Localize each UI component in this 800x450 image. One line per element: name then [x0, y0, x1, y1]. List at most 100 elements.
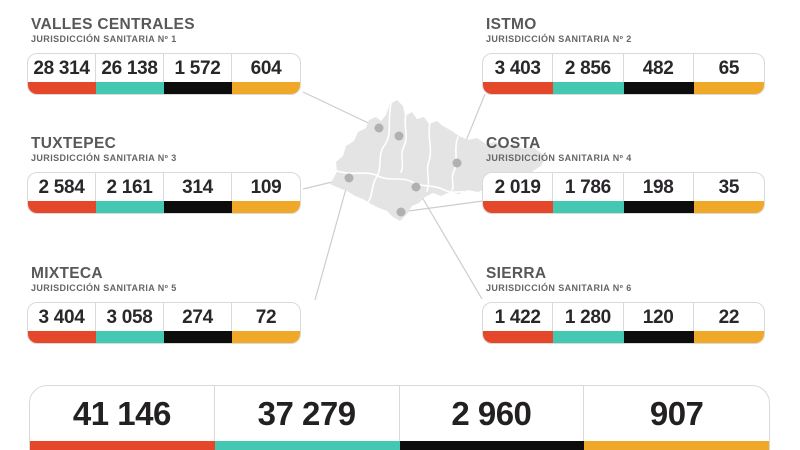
stat-value: 482	[624, 54, 694, 82]
total-value: 907	[649, 395, 704, 432]
stat-value: 1 572	[164, 54, 232, 82]
region-block-sierra: SIERRA JURISDICCIÓN SANITARIA Nº 6 1 422…	[482, 265, 765, 344]
region-stats-box: 3 403 2 856 482 65	[482, 53, 765, 95]
stat-cell: 22	[693, 303, 764, 343]
stat-color-strip	[483, 201, 554, 213]
total-cell: 2 960	[399, 386, 585, 450]
stat-cell: 1 572	[164, 54, 232, 94]
stat-cell: 314	[164, 173, 232, 213]
stat-cell: 35	[693, 173, 764, 213]
stat-value: 109	[250, 176, 282, 198]
stat-color-strip	[96, 201, 164, 213]
region-block-mixteca: MIXTECA JURISDICCIÓN SANITARIA Nº 5 3 40…	[27, 265, 301, 344]
stat-value: 314	[164, 173, 232, 201]
stat-color-strip	[623, 331, 694, 343]
total-value: 2 960	[400, 386, 585, 441]
stat-color-strip	[28, 201, 96, 213]
total-color-strip	[30, 441, 215, 450]
region-title: TUXTEPEC	[31, 135, 117, 152]
stat-cell: 482	[623, 54, 694, 94]
stat-value: 274	[164, 303, 232, 331]
stat-value: 72	[255, 306, 277, 328]
stat-value: 2 856	[553, 54, 624, 82]
total-cell: 37 279	[214, 386, 400, 450]
stat-cell: 3 403	[483, 54, 554, 94]
stat-value: 2 584	[28, 173, 96, 201]
stat-color-strip	[483, 331, 554, 343]
total-color-strip	[584, 441, 769, 450]
marker-dot-sierra	[411, 182, 421, 192]
stat-value: 604	[250, 57, 282, 79]
stat-value: 2 019	[483, 173, 554, 201]
stat-cell: 26 138	[96, 54, 164, 94]
stat-color-strip	[623, 201, 694, 213]
region-subtitle: JURISDICCIÓN SANITARIA Nº 4	[486, 153, 632, 163]
stat-cell: 198	[623, 173, 694, 213]
stat-cell: 2 019	[483, 173, 554, 213]
stat-color-strip	[164, 201, 232, 213]
region-stats-box: 2 584 2 161 314 109	[27, 172, 301, 214]
stat-color-strip	[483, 82, 554, 94]
map-silhouette	[330, 100, 545, 221]
connector-sierra	[415, 186, 483, 300]
stat-cell: 604	[232, 54, 300, 94]
region-title: COSTA	[486, 135, 541, 152]
total-value: 37 279	[215, 386, 400, 441]
region-block-tuxtepec: TUXTEPEC JURISDICCIÓN SANITARIA Nº 3 2 5…	[27, 135, 301, 214]
region-block-istmo: ISTMO JURISDICCIÓN SANITARIA Nº 2 3 403 …	[482, 16, 765, 95]
region-title: VALLES CENTRALES	[31, 16, 195, 33]
stat-cell: 2 161	[96, 173, 164, 213]
map-internal-borders	[336, 103, 467, 203]
stat-value: 120	[624, 303, 694, 331]
stat-cell: 1 422	[483, 303, 554, 343]
stat-value: 3 403	[483, 54, 554, 82]
stat-cell: 72	[232, 303, 300, 343]
stat-value: 22	[718, 306, 740, 328]
stat-color-strip	[96, 82, 164, 94]
stat-cell: 120	[623, 303, 694, 343]
stat-cell: 3 058	[96, 303, 164, 343]
region-title: MIXTECA	[31, 265, 103, 282]
marker-dot-mixteca	[344, 173, 354, 183]
region-subtitle: JURISDICCIÓN SANITARIA Nº 6	[486, 283, 632, 293]
stat-value: 1 422	[483, 303, 554, 331]
stat-cell: 2 584	[28, 173, 96, 213]
marker-dot-valles-centrales	[374, 123, 384, 133]
connector-costa	[400, 200, 484, 213]
stat-color-strip	[232, 82, 300, 94]
marker-dot-istmo	[452, 158, 462, 168]
stat-color-strip	[693, 201, 764, 213]
region-title: SIERRA	[486, 265, 547, 282]
stat-cell: 1 786	[553, 173, 624, 213]
stat-value: 3 058	[96, 303, 164, 331]
total-color-strip	[399, 441, 585, 450]
connector-mixteca	[314, 177, 350, 301]
stat-cell: 274	[164, 303, 232, 343]
stat-color-strip	[553, 82, 624, 94]
total-cell: 41 146	[30, 386, 215, 450]
region-stats-box: 1 422 1 280 120 22	[482, 302, 765, 344]
marker-dot-tuxtepec	[394, 131, 404, 141]
stat-cell: 1 280	[553, 303, 624, 343]
stat-color-strip	[232, 201, 300, 213]
stat-value: 1 280	[553, 303, 624, 331]
region-stats-box: 3 404 3 058 274 72	[27, 302, 301, 344]
region-subtitle: JURISDICCIÓN SANITARIA Nº 2	[486, 34, 632, 44]
stat-color-strip	[623, 82, 694, 94]
stat-color-strip	[693, 82, 764, 94]
stat-value: 26 138	[96, 54, 164, 82]
stat-value: 2 161	[96, 173, 164, 201]
total-value: 41 146	[30, 386, 215, 441]
region-subtitle: JURISDICCIÓN SANITARIA Nº 1	[31, 34, 177, 44]
stat-cell: 109	[232, 173, 300, 213]
stat-color-strip	[232, 331, 300, 343]
region-title: ISTMO	[486, 16, 537, 33]
stat-color-strip	[553, 201, 624, 213]
stat-color-strip	[164, 331, 232, 343]
stat-value: 28 314	[28, 54, 96, 82]
stat-color-strip	[28, 331, 96, 343]
connector-valles-centrales	[302, 91, 380, 129]
stat-cell: 65	[693, 54, 764, 94]
region-subtitle: JURISDICCIÓN SANITARIA Nº 3	[31, 153, 177, 163]
